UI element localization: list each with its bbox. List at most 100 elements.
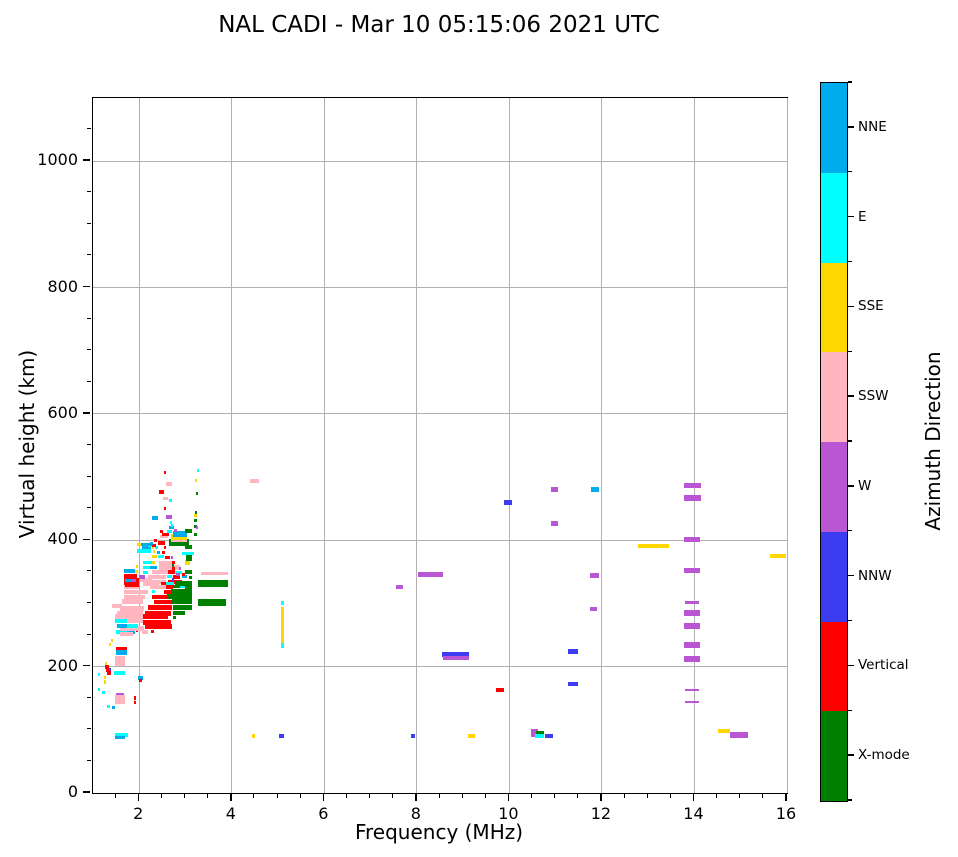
echo-mark [171,599,193,605]
echo-mark [567,649,578,655]
echo-mark [166,594,193,600]
echo-mark [769,554,786,559]
x-gridline [416,98,418,793]
echo-mark [106,704,110,708]
echo-mark [149,584,167,589]
x-major-tick [507,794,510,801]
echo-mark [124,577,132,582]
echo-mark [147,574,167,579]
echo-mark [172,575,180,580]
echo-mark [111,705,116,709]
echo-mark [684,494,702,501]
echo-mark [123,574,138,580]
echo-mark [150,541,153,545]
colorbar-boundary-tick [848,350,852,352]
y-gridline [93,413,787,415]
echo-mark [151,630,154,634]
echo-mark [163,590,173,595]
echo-mark [116,629,128,634]
plot-area [92,97,788,794]
y-minor-tick [87,570,91,572]
x-major-tick [415,794,417,801]
echo-mark [157,555,164,559]
x-major-tick [137,794,140,801]
echo-mark [591,487,599,493]
colorbar-boundary-tick [848,709,852,711]
y-minor-tick [87,222,91,224]
y-minor-tick [87,191,91,193]
colorbar-tick [848,395,854,397]
echo-mark [194,510,198,514]
echo-mark [154,545,158,549]
echo-mark [535,733,544,738]
echo-mark [147,605,172,610]
x-minor-tick [739,794,741,798]
x-minor-tick [299,794,301,798]
echo-mark [152,590,155,594]
echo-mark [467,734,476,739]
echo-mark [140,542,153,546]
echo-mark [127,619,143,624]
colorbar-segment-e [821,172,847,263]
echo-mark [170,523,174,527]
colorbar-tick-label: W [858,477,872,494]
echo-mark [166,585,173,590]
echo-mark [175,581,193,586]
echo-mark [442,656,470,661]
colorbar-tick-label: Vertical [858,657,909,674]
x-minor-tick [369,794,371,798]
y-gridline [93,287,787,289]
y-tick-label: 200 [47,655,78,675]
echo-mark [153,550,156,554]
echo-mark [164,506,167,510]
echo-mark [178,567,181,571]
colorbar-tick [848,485,854,487]
echo-mark [717,728,731,733]
colorbar-tick-label: NNE [858,118,887,135]
echo-mark [169,520,173,524]
echo-mark [184,570,193,575]
echo-mark [168,570,176,575]
echo-mark [172,605,193,610]
y-minor-tick [87,475,91,477]
echo-mark [149,565,157,569]
colorbar-tick [848,126,854,128]
echo-mark [116,624,128,629]
echo-mark [168,538,190,546]
echo-mark [194,518,197,522]
x-tick-label: 4 [225,804,236,823]
echo-mark [156,551,160,555]
echo-mark [196,526,199,530]
echo-mark [142,619,171,625]
x-tick-label: 12 [590,804,612,823]
echo-mark [141,629,148,634]
x-minor-tick [716,794,718,798]
echo-mark [530,729,538,738]
echo-mark [172,584,180,588]
colorbar-tick-label: X-mode [858,747,910,764]
echo-mark [185,554,193,558]
echo-mark [124,589,148,594]
y-major-tick [83,285,90,288]
echo-mark [396,584,403,589]
echo-mark [131,577,136,582]
echo-mark [116,692,125,697]
echo-mark [115,733,129,738]
echo-mark [157,541,166,546]
x-minor-tick [253,794,255,798]
echo-mark [171,564,174,568]
y-gridline [93,539,787,541]
echo-mark [172,577,175,581]
echo-mark [170,534,187,541]
colorbar-boundary-tick [848,171,852,173]
x-gridline [601,98,603,793]
echo-mark [162,551,166,555]
echo-mark [182,575,187,579]
echo-mark [684,537,701,543]
echo-mark [159,489,164,494]
x-minor-tick [276,794,278,798]
echo-mark [182,551,194,555]
x-tick-label: 2 [133,804,144,823]
y-minor-tick [87,128,91,130]
echo-mark [124,581,140,587]
